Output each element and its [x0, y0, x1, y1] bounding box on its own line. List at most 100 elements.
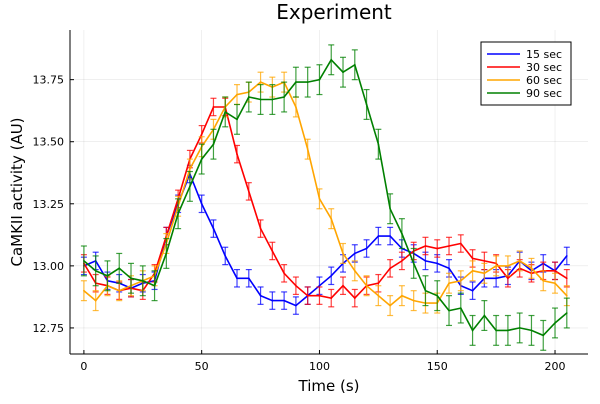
x-tick-label: 0 — [80, 360, 87, 373]
data-point — [448, 245, 450, 247]
data-point — [212, 106, 215, 108]
data-point — [247, 96, 250, 98]
data-point — [483, 260, 486, 262]
data-point — [189, 168, 191, 170]
data-point — [518, 327, 521, 329]
data-point — [518, 260, 521, 262]
data-point — [424, 260, 427, 262]
data-point — [483, 314, 486, 317]
data-point — [106, 274, 109, 277]
data-point — [353, 270, 356, 272]
data-point — [83, 260, 85, 262]
data-point — [306, 294, 309, 297]
data-point — [436, 247, 439, 250]
data-point — [459, 242, 462, 245]
x-tick-label: 100 — [309, 360, 330, 373]
data-point — [342, 71, 344, 74]
legend-label: 15 sec — [526, 48, 562, 61]
data-point — [330, 217, 333, 220]
data-point — [200, 202, 203, 205]
data-point — [565, 312, 568, 314]
data-point — [118, 289, 121, 292]
series-line — [83, 106, 568, 300]
data-point — [200, 158, 203, 160]
legend-box — [480, 41, 572, 106]
data-point — [318, 78, 321, 81]
x-axis-label: Time (s) — [298, 377, 360, 395]
legend-label: 60 sec — [526, 74, 562, 87]
x-tick-label: 50 — [195, 360, 209, 373]
data-point — [448, 309, 450, 312]
data-point — [306, 81, 309, 83]
data-point — [471, 270, 474, 272]
data-point — [118, 267, 121, 270]
y-tick-label: 13.00 — [33, 260, 65, 273]
data-point — [236, 153, 238, 155]
data-point — [424, 245, 427, 247]
data-point — [554, 270, 556, 272]
data-point — [259, 227, 262, 230]
data-point — [412, 262, 415, 265]
series-90-sec — [80, 44, 570, 351]
data-point — [542, 334, 545, 337]
data-point — [342, 284, 344, 287]
data-point — [259, 294, 262, 297]
data-point — [459, 279, 462, 282]
data-point — [153, 284, 156, 287]
data-point — [94, 299, 97, 302]
data-point — [507, 329, 509, 332]
axes: 0 50 100 150 200 12.75 13.00 13.25 13.50 13.75 — [33, 30, 588, 373]
data-point — [212, 143, 215, 146]
data-point — [554, 282, 556, 285]
data-point — [507, 265, 509, 267]
data-point — [165, 252, 168, 255]
data-point — [83, 289, 85, 292]
data-point — [318, 284, 321, 287]
data-point — [471, 257, 474, 260]
data-point — [283, 96, 285, 98]
data-point — [236, 118, 238, 121]
data-point — [353, 252, 356, 255]
data-point — [295, 81, 297, 83]
data-point — [389, 235, 391, 237]
data-point — [342, 252, 344, 255]
data-point — [271, 98, 274, 101]
data-point — [554, 322, 556, 324]
data-point — [295, 284, 297, 287]
data-point — [565, 277, 568, 280]
data-point — [365, 247, 368, 250]
data-point — [271, 299, 274, 302]
data-point — [353, 297, 356, 299]
chart-title: Experiment — [276, 0, 392, 24]
y-tick-label: 13.50 — [33, 136, 65, 149]
data-point — [401, 294, 403, 297]
data-point — [377, 143, 380, 146]
series-line — [83, 58, 568, 337]
data-point — [530, 267, 533, 270]
data-point — [365, 103, 368, 106]
y-tick-label: 13.25 — [33, 198, 65, 211]
data-point — [318, 294, 321, 297]
data-point — [94, 270, 97, 272]
data-point — [530, 329, 533, 332]
data-point — [542, 279, 545, 282]
data-point — [424, 289, 427, 292]
data-point — [377, 282, 380, 285]
data-point — [459, 307, 462, 309]
data-point — [295, 106, 297, 108]
data-point — [200, 133, 203, 136]
data-point — [436, 294, 439, 297]
data-point — [495, 265, 497, 267]
x-tick-label: 150 — [427, 360, 448, 373]
data-point — [283, 272, 285, 275]
data-point — [507, 277, 509, 280]
data-point — [177, 212, 179, 215]
data-point — [236, 277, 238, 280]
data-point — [377, 294, 380, 297]
data-point — [495, 329, 497, 332]
data-point — [283, 299, 285, 302]
data-point — [259, 98, 262, 101]
